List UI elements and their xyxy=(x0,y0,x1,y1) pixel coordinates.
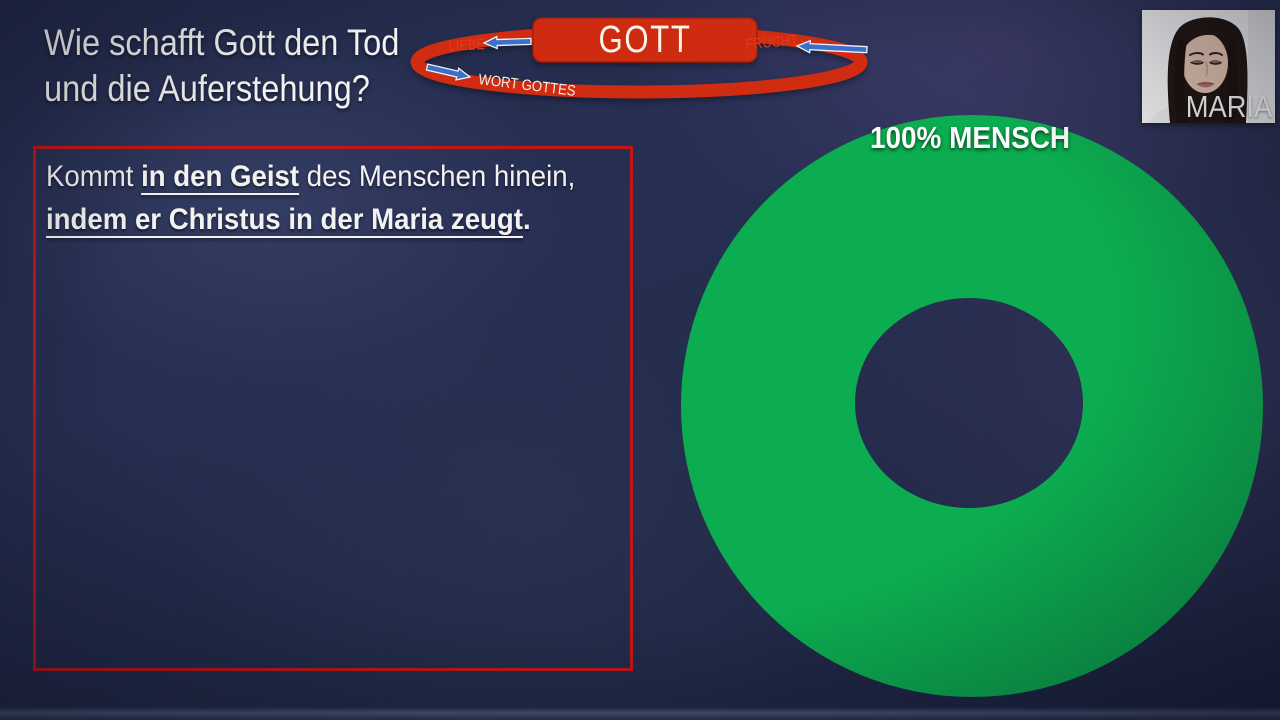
hairline-shape xyxy=(1179,20,1232,58)
nose-shape xyxy=(1205,61,1209,77)
donut-ring xyxy=(681,115,1263,697)
maria-portrait: MARIA xyxy=(1142,10,1275,123)
emphasis-indem-er-christus: indem er Christus in der Maria zeugt xyxy=(46,203,523,236)
left-eye-closed xyxy=(1191,60,1203,64)
bottom-light-strip xyxy=(0,707,1280,720)
wort-gottes-arrow-icon xyxy=(425,63,472,81)
title-line-1: Wie schafft Gott den Tod xyxy=(44,22,400,63)
emphasis-in-den-geist: in den Geist xyxy=(141,160,300,193)
statement-text: Kommt in den Geist des Menschen hinein, … xyxy=(46,155,576,241)
right-eyebrow xyxy=(1209,52,1223,56)
gott-cycle-diagram: GOTT LIEBE FRUCHT WORT GOTTES xyxy=(410,17,868,99)
donut-label: 100% MENSCH xyxy=(869,120,1071,155)
right-eye-closed xyxy=(1210,60,1221,64)
portrait-photo xyxy=(1142,10,1275,123)
slide-title: Wie schafft Gott den Tod und die Auferst… xyxy=(44,20,399,112)
liebe-label: LIEBE xyxy=(448,35,485,54)
hair-strand-right xyxy=(1223,40,1238,123)
statement-line-1: Kommt in den Geist des Menschen hinein, xyxy=(46,160,576,193)
liebe-arrow-icon xyxy=(482,35,532,50)
statement-line-2: indem er Christus in der Maria zeugt. xyxy=(46,203,531,236)
frucht-arrow-icon xyxy=(795,39,868,54)
donut-chart xyxy=(681,115,1263,697)
portrait-label: MARIA xyxy=(1185,89,1272,124)
title-line-2: und die Auferstehung? xyxy=(44,68,370,109)
statement-box: Kommt in den Geist des Menschen hinein, … xyxy=(33,146,633,671)
gott-box xyxy=(532,17,758,63)
frucht-label: FRUCHT xyxy=(745,31,799,53)
wort-gottes-label: WORT GOTTES xyxy=(478,70,577,99)
face-shape xyxy=(1182,33,1228,93)
left-eyebrow xyxy=(1189,52,1204,56)
hair-strand-left xyxy=(1174,40,1189,123)
gott-label: GOTT xyxy=(598,19,691,61)
